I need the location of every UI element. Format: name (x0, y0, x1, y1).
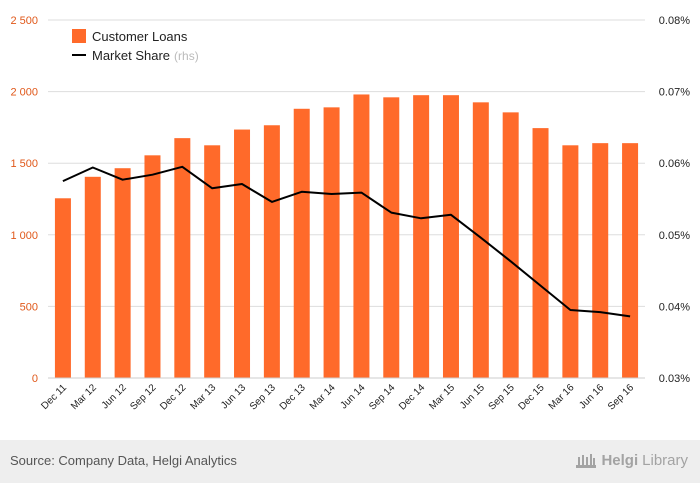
x-tick-label: Jun 16 (577, 382, 606, 411)
x-tick-label: Dec 12 (158, 382, 188, 412)
bar-series-customer-loans (54, 94, 639, 379)
left-tick-label: 2 000 (10, 87, 38, 99)
brand-name: Helgi (601, 451, 639, 469)
bar (472, 102, 489, 378)
market-share-line (62, 165, 631, 318)
x-axis-ticks: Dec 11 Mar 12 Jun 12 Sep 12 Dec 12 Mar 13 Jun … (39, 382, 636, 413)
bar (353, 94, 370, 379)
bar (234, 129, 251, 378)
right-tick-label: 0.06% (659, 158, 690, 170)
left-tick-label: 0 (32, 373, 38, 385)
left-tick-label: 2 500 (10, 15, 38, 27)
right-tick-label: 0.04% (659, 301, 690, 313)
x-tick-label: Mar 12 (69, 382, 99, 412)
x-tick-label: Dec 14 (397, 382, 427, 412)
legend-label-market-share: Market Share (rhs) (92, 48, 199, 63)
bar (114, 168, 131, 378)
x-tick-label: Jun 13 (219, 382, 248, 411)
x-tick-label: Sep 16 (606, 382, 636, 412)
bar (562, 145, 579, 378)
footer: Source: Company Data, Helgi Analytics He… (0, 440, 700, 483)
bar (502, 112, 519, 378)
x-tick-label: Sep 14 (367, 382, 397, 412)
library-building-icon (576, 454, 597, 468)
legend-label-market-share-name: Market Share (92, 48, 170, 63)
x-tick-label: Jun 15 (458, 382, 487, 411)
left-tick-label: 1 000 (10, 230, 38, 242)
x-tick-label: Dec 11 (39, 382, 69, 412)
right-tick-label: 0.03% (659, 373, 690, 385)
left-tick-label: 500 (20, 301, 38, 313)
x-tick-label: Mar 16 (547, 382, 577, 412)
bar (323, 107, 340, 379)
right-axis-ticks: 0.03% 0.04% 0.05% 0.06% 0.07% 0.08% (659, 15, 690, 385)
bar (204, 145, 221, 378)
bar (532, 128, 549, 378)
bar (592, 143, 609, 378)
x-tick-label: Mar 15 (427, 382, 457, 412)
bar (622, 143, 639, 378)
bar (144, 155, 161, 378)
legend: Customer Loans Market Share (rhs) (72, 29, 199, 63)
right-tick-label: 0.05% (659, 230, 690, 242)
x-tick-label: Mar 14 (308, 382, 338, 412)
brand-name-light: Library (642, 451, 688, 469)
bar (293, 108, 310, 378)
x-tick-label: Jun 12 (100, 382, 129, 411)
x-tick-label: Sep 13 (248, 382, 278, 412)
line-series-market-share (62, 165, 631, 318)
bar (413, 95, 430, 379)
bar (263, 125, 280, 378)
legend-swatch-customer-loans (72, 29, 86, 43)
x-tick-label: Jun 14 (339, 382, 368, 411)
left-axis-ticks: 0 500 1 000 1 500 2 000 2 500 (10, 15, 38, 385)
bar (442, 95, 459, 379)
bar (54, 198, 71, 378)
bar (84, 176, 101, 378)
x-tick-label: Dec 13 (278, 382, 308, 412)
right-tick-label: 0.08% (659, 15, 690, 27)
bar (174, 138, 191, 378)
x-tick-label: Sep 12 (128, 382, 158, 412)
x-tick-label: Mar 13 (189, 382, 219, 412)
right-tick-label: 0.07% (659, 87, 690, 99)
source-note: Source: Company Data, Helgi Analytics (10, 453, 237, 468)
brand-logo: Helgi Library (575, 451, 688, 469)
bar (383, 97, 400, 378)
left-tick-label: 1 500 (10, 158, 38, 170)
x-tick-label: Dec 15 (516, 382, 546, 412)
legend-label-customer-loans: Customer Loans (92, 29, 188, 44)
x-tick-label: Sep 15 (487, 382, 517, 412)
legend-rhs-suffix: (rhs) (174, 49, 199, 63)
